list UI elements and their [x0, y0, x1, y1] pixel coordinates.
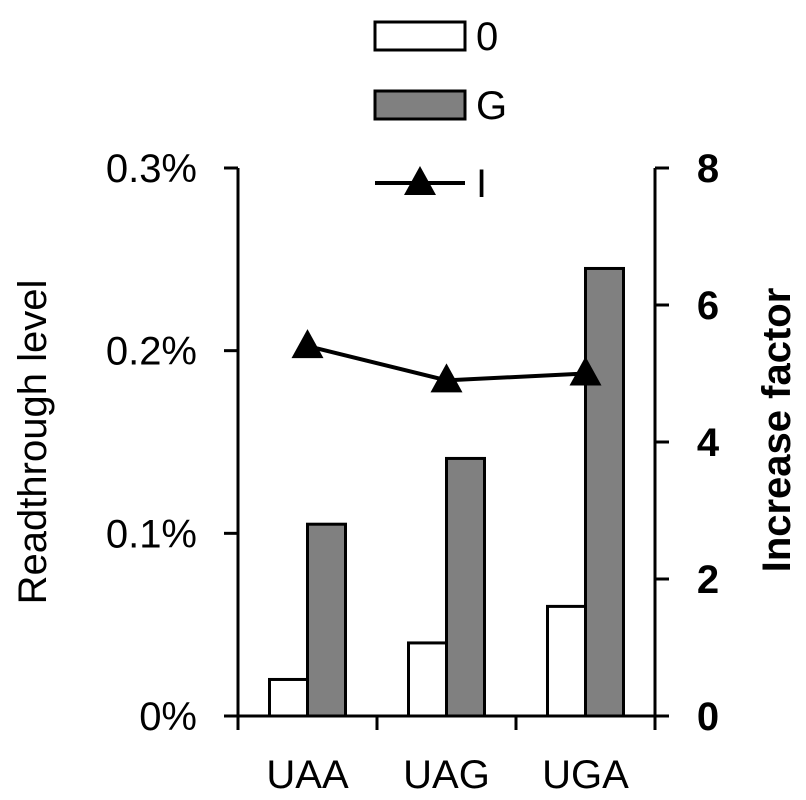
triangle-marker-UAG — [430, 363, 463, 393]
legend-label-I: I — [476, 162, 487, 206]
left-tick-label: 0% — [139, 695, 197, 739]
right-tick-label: 2 — [697, 558, 719, 602]
right-tick-label: 6 — [697, 284, 719, 328]
legend-marker-I — [404, 166, 436, 195]
bar-G-UAA — [306, 522, 347, 718]
bar-G-UGA — [584, 266, 625, 718]
right-axis-title: Increase factor — [755, 288, 799, 573]
right-tick-label: 8 — [697, 147, 719, 191]
left-tick-label: 0.2% — [106, 330, 197, 374]
right-tick-label: 0 — [697, 695, 719, 739]
labels: 0% 0.1% 0.2% 0.3% 0 2 4 6 8 UAA UAG UGA Readthrough … — [11, 147, 799, 797]
left-axis-title: Readthrough level — [11, 280, 55, 605]
category-label: UAA — [266, 753, 349, 797]
bar-0-UGA — [546, 604, 587, 718]
right-tick-label: 4 — [697, 421, 720, 465]
triangle-marker-UGA — [569, 356, 602, 386]
left-tick-label: 0.1% — [106, 512, 197, 556]
legend-label-G: G — [476, 84, 507, 128]
legend-swatch-0 — [373, 20, 467, 52]
bars — [268, 266, 625, 718]
category-label: UGA — [542, 753, 629, 797]
legend-label-0: 0 — [476, 15, 498, 59]
left-tick-label: 0.3% — [106, 147, 197, 191]
bar-0-UAA — [268, 677, 309, 718]
category-label: UAG — [403, 753, 490, 797]
bar-G-UAG — [445, 456, 486, 718]
line-series — [291, 329, 602, 393]
bar-0-UAG — [407, 641, 448, 718]
legend: 0 GI — [373, 15, 507, 206]
triangle-marker-UAA — [291, 329, 324, 359]
legend-swatch-G — [373, 89, 467, 121]
